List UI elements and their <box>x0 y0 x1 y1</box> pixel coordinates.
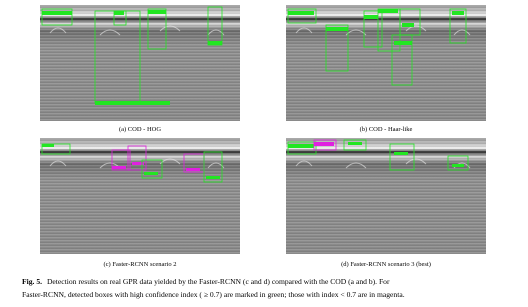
panel-c <box>39 137 241 255</box>
caption-line: Faster-RCNN, detected boxes with high co… <box>22 290 405 299</box>
panel-caption: (d) Faster-RCNN scenario 3 (best) <box>341 261 431 268</box>
panel-caption: (c) Faster-RCNN scenario 2 <box>104 261 177 268</box>
caption-label: Fig. 5. <box>22 277 42 286</box>
panel-caption: (a) COD - HOG <box>119 126 161 133</box>
caption-line: Detection results on real GPR data yield… <box>47 277 390 286</box>
panel-b <box>285 4 487 122</box>
panel-caption: (b) COD - Haar-like <box>360 126 413 133</box>
figure-caption: Fig. 5. Detection results on real GPR da… <box>22 277 390 286</box>
panel-d <box>285 137 487 255</box>
panel-a <box>39 4 241 122</box>
